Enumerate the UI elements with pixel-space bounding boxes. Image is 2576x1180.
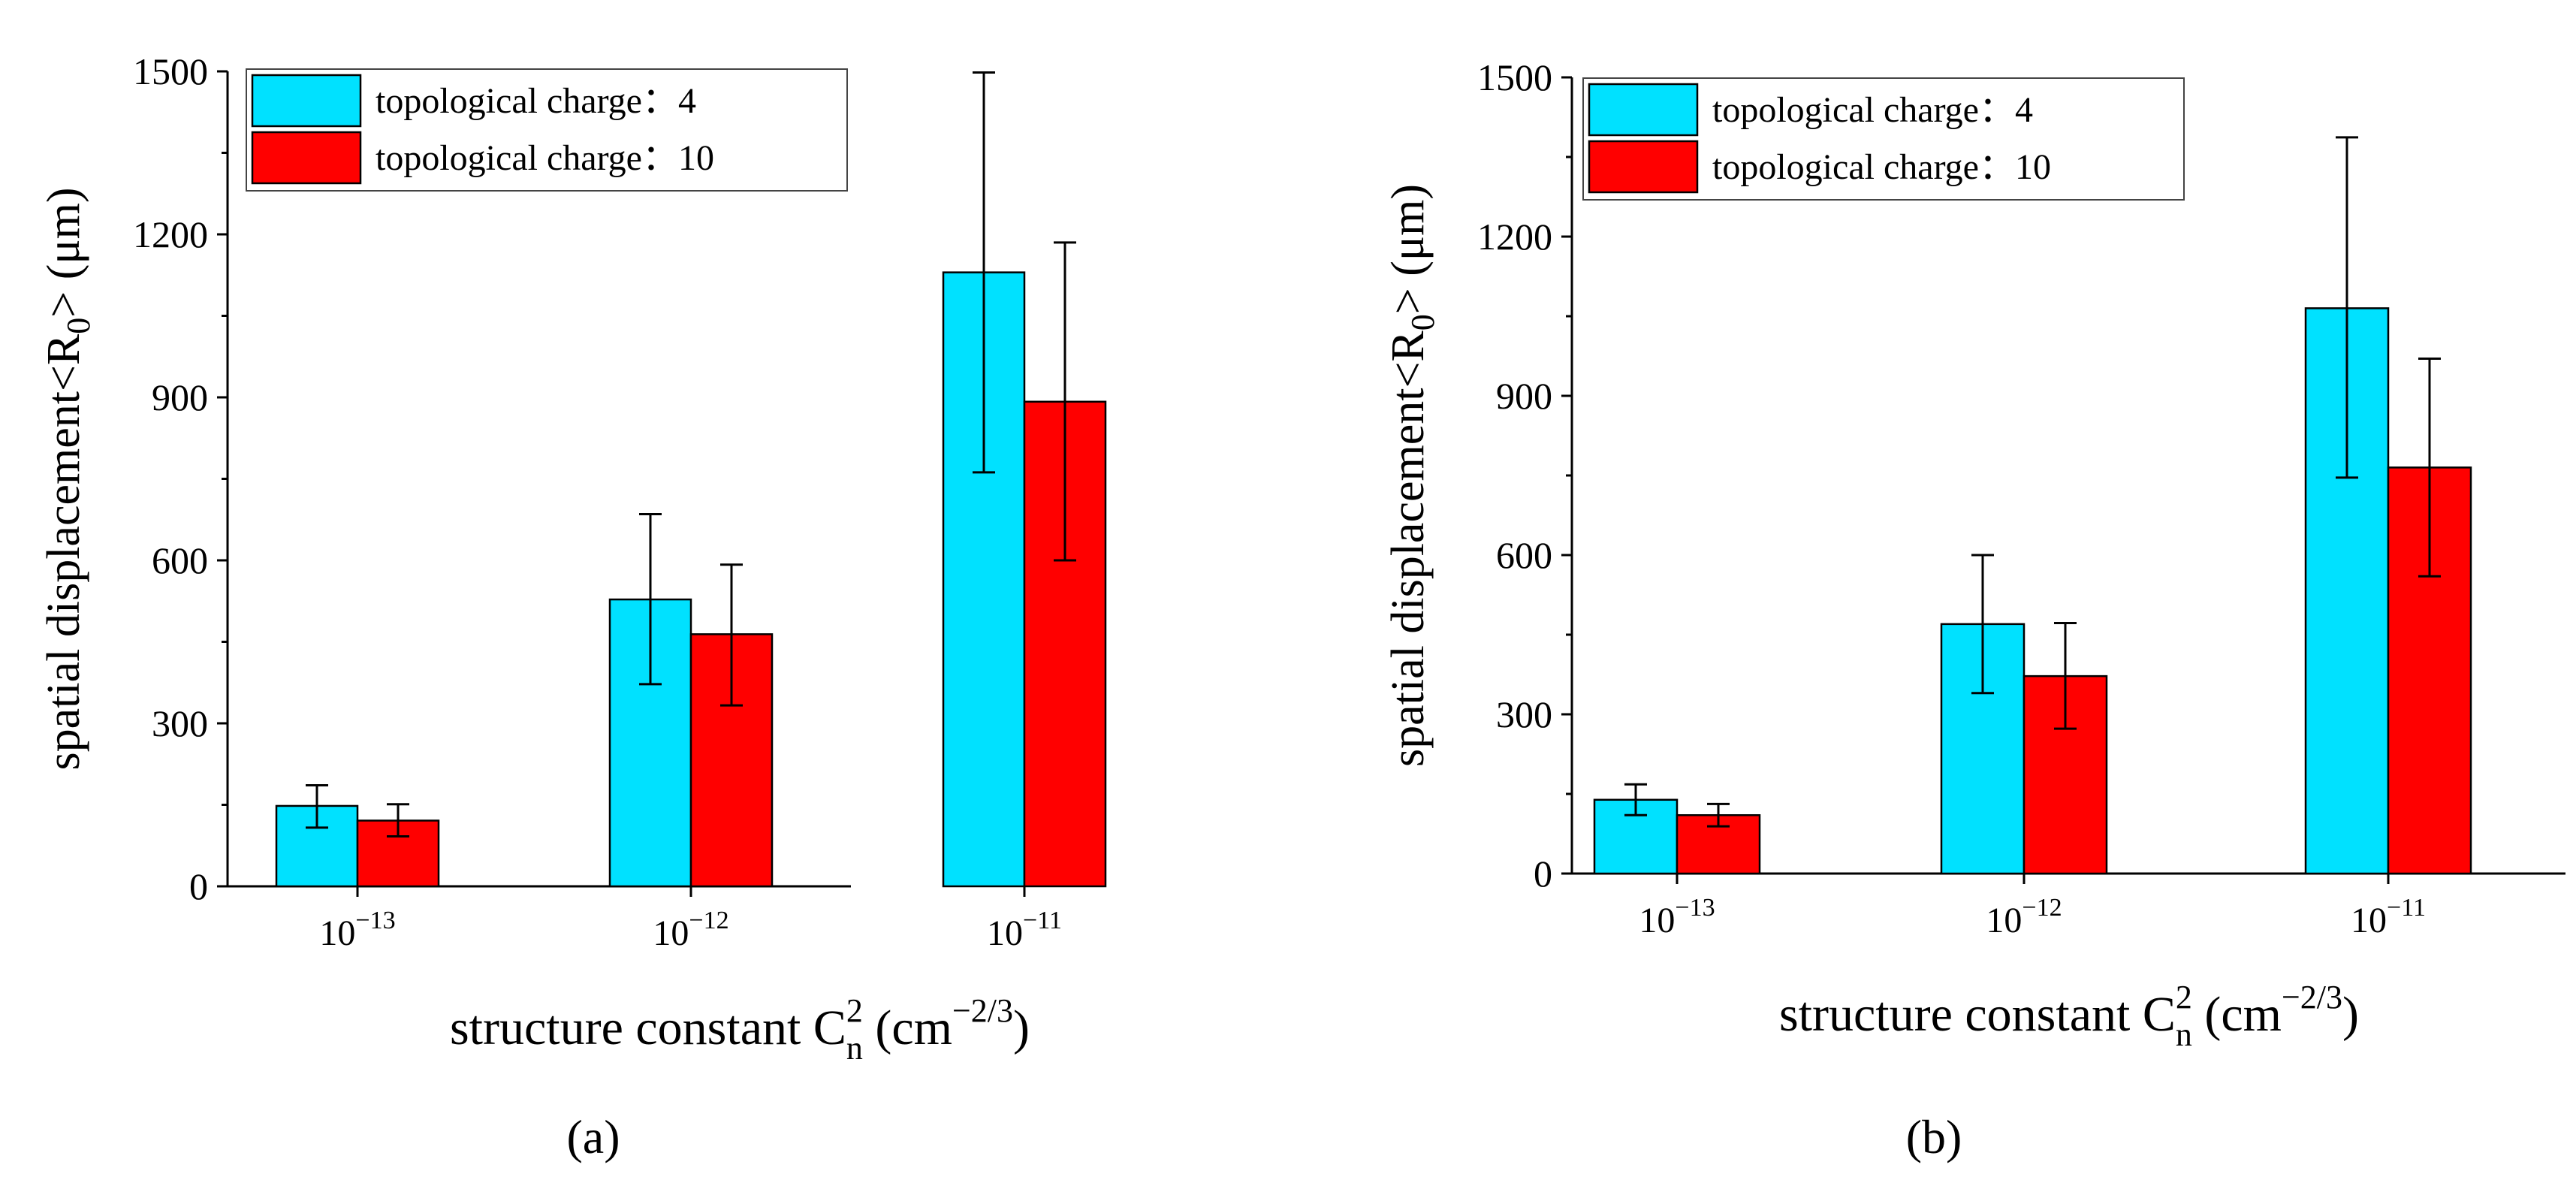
legend-label: topological charge：4 <box>1712 90 2033 130</box>
chart-panel-b: 0 300 600 900 1200 1500 10−13 10−12 10−11 topolog… <box>1383 56 2565 1163</box>
legend: topological charge：4 topological charge：1… <box>1582 77 2185 201</box>
error-bar <box>2336 136 2358 479</box>
chart-panel-a: 0 300 600 900 1200 1500 10−13 10−12 10−11 topolog… <box>38 50 1107 1163</box>
error-bar <box>1624 783 1647 816</box>
error-bar <box>639 513 662 686</box>
panel-label: (a) <box>566 1110 620 1163</box>
legend-swatch-charge-10 <box>1588 140 1699 194</box>
legend-label: topological charge：10 <box>1712 147 2051 187</box>
error-bar <box>720 563 743 707</box>
y-tick-label: 0 <box>189 865 208 907</box>
x-axis-label: structure constant C2 n (cm−2/3) <box>450 992 1030 1067</box>
x-tick-label: 10−11 <box>2351 894 2426 940</box>
error-bar <box>973 71 995 474</box>
error-bar <box>1971 554 1994 695</box>
y-tick-label: 300 <box>152 702 208 744</box>
legend-swatch-charge-4 <box>1588 83 1699 137</box>
y-axis-label: spatial displacement<R0> (μm) <box>38 188 97 771</box>
error-bar <box>1707 802 1730 828</box>
legend-label: topological charge：4 <box>376 81 696 121</box>
panel-label: (b) <box>1906 1110 1962 1163</box>
y-tick-label: 0 <box>1534 853 1552 895</box>
y-tick-label: 1500 <box>1477 56 1552 98</box>
x-tick-label: 10−12 <box>1986 894 2062 940</box>
legend-swatch-charge-10 <box>251 131 362 185</box>
y-tick-label: 300 <box>1496 693 1552 735</box>
y-tick-label: 900 <box>1496 375 1552 417</box>
x-axis-label: structure constant C2 n (cm−2/3) <box>1779 979 2359 1053</box>
y-tick-label: 900 <box>152 376 208 418</box>
error-bar <box>1054 241 1076 562</box>
legend-label: topological charge：10 <box>376 138 714 178</box>
error-bar <box>387 803 409 837</box>
x-tick-label: 10−13 <box>1639 894 1715 940</box>
error-bar <box>2054 621 2077 730</box>
x-tick-label: 10−12 <box>653 907 728 953</box>
y-tick-label: 600 <box>1496 534 1552 576</box>
x-tick-label: 10−13 <box>319 907 395 953</box>
y-tick-label: 1500 <box>133 50 208 92</box>
x-tick-label: 10−11 <box>987 907 1062 953</box>
legend: topological charge：4 topological charge：1… <box>246 68 848 192</box>
y-tick-label: 1200 <box>1477 216 1552 258</box>
legend-swatch-charge-4 <box>251 74 362 128</box>
error-bar <box>306 783 328 829</box>
y-tick-label: 600 <box>152 539 208 581</box>
y-tick-label: 1200 <box>133 213 208 255</box>
error-bar <box>2418 358 2441 578</box>
y-axis-label: spatial displacement<R0> (μm) <box>1383 184 1441 767</box>
